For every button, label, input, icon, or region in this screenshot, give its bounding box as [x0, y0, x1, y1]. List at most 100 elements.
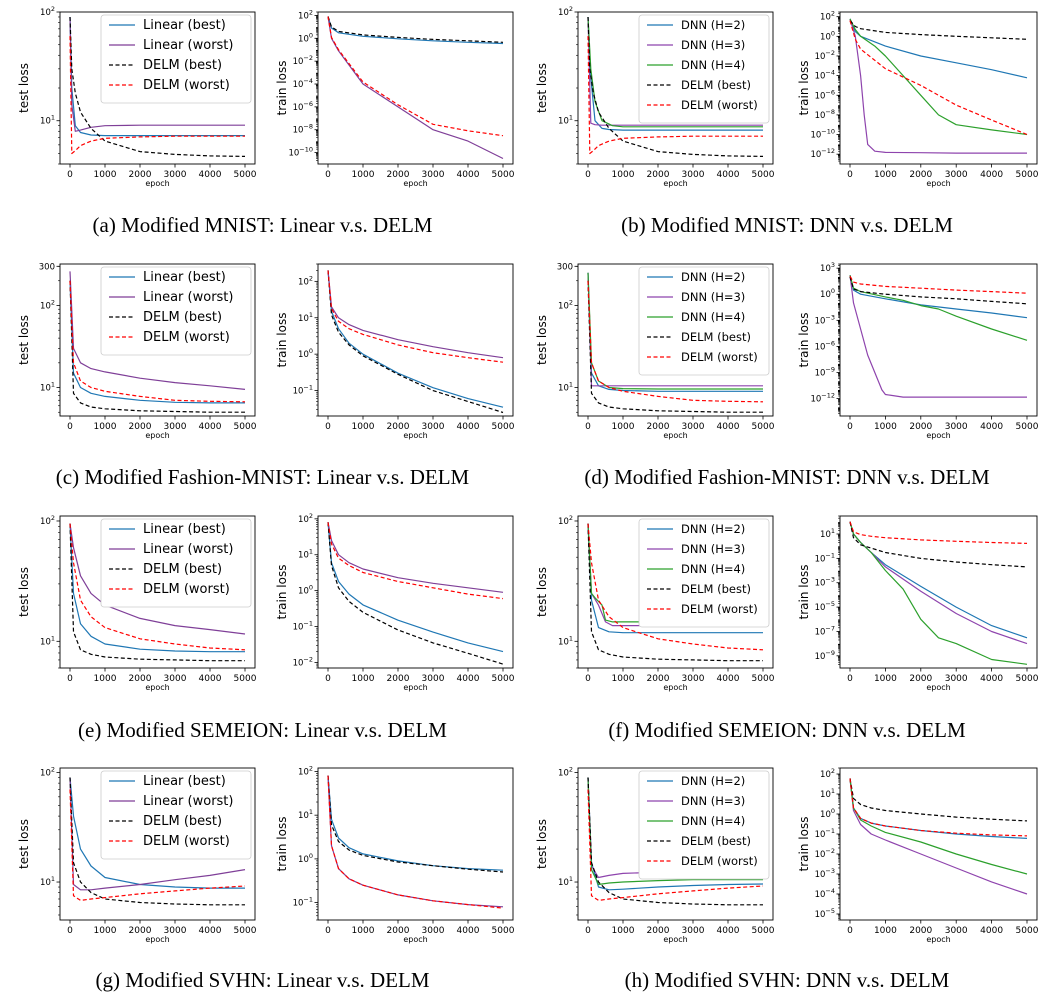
x-tick-label: 0 [585, 674, 591, 684]
legend: Linear (best) Linear (worst) DELM (best) DE… [100, 14, 252, 104]
series-line-linear-best [327, 16, 504, 45]
legend-label: DELM (worst) [681, 98, 758, 112]
series-line-delm-best [327, 16, 504, 43]
y-axis-label: test loss [17, 567, 31, 617]
y-tick-label: 300 [39, 262, 55, 272]
series-line-delm-best [587, 777, 763, 906]
caption-a: (a) Modified MNIST: Linear v.s. DELM [92, 213, 433, 237]
legend-box [100, 518, 252, 608]
x-tick-label: 3000 [682, 422, 705, 432]
legend-label: DELM (worst) [143, 330, 230, 345]
caption-g: (g) Modified SVHN: Linear v.s. DELM [95, 968, 430, 992]
legend-label: DELM (best) [681, 582, 751, 596]
series-line-delm-worst [587, 789, 764, 901]
series-line-delm-best [69, 280, 245, 413]
x-tick-label: 1000 [94, 674, 117, 684]
y-tick-label: 100 [298, 852, 313, 865]
series-line-delm-worst [69, 280, 246, 403]
x-tick-label: 4000 [980, 422, 1003, 432]
y-tick-label: 10−6 [293, 100, 313, 113]
legend-label: DNN (H=3) [681, 38, 745, 52]
series-line-linear-best [69, 523, 245, 653]
x-tick-label: 5000 [752, 926, 775, 936]
legend-box [100, 266, 252, 356]
x-axis-label: epoch [663, 431, 687, 440]
legend-label: DELM (worst) [681, 854, 758, 868]
y-tick-label: 100 [298, 347, 313, 360]
x-tick-label: 4000 [199, 926, 222, 936]
legend-label: Linear (best) [143, 270, 226, 285]
series-line-linear-best [327, 270, 504, 408]
legend-label: DELM (best) [681, 834, 751, 848]
y-axis-label: train loss [275, 313, 289, 368]
x-axis-label: epoch [663, 935, 687, 944]
legend-box [638, 266, 770, 376]
y-tick-label: 101 [558, 381, 573, 394]
chart-c-test: 300 102 101 0 1000 2000 3000 4000 5000 epoch test … [17, 262, 257, 440]
y-tick-label: 100 [820, 807, 835, 820]
series-line-dnn-h-2 [587, 523, 763, 634]
legend: DNN (H=2) DNN (H=3) DNN (H=4) DELM (best) DE… [638, 14, 770, 124]
x-tick-label: 4000 [717, 422, 740, 432]
y-tick-label: 101 [40, 875, 55, 888]
legend-label: Linear (best) [143, 774, 226, 789]
y-axis-label: test loss [535, 63, 549, 113]
series-line-linear-worst [327, 522, 504, 593]
x-axis-label: epoch [403, 179, 427, 188]
series-line-delm-worst [587, 523, 764, 651]
x-axis-label: epoch [403, 935, 427, 944]
series-line-delm-best [69, 16, 246, 157]
legend: Linear (best) Linear (worst) DELM (best) DE… [100, 266, 252, 356]
x-tick-label: 2000 [129, 422, 152, 432]
legend-box [100, 770, 252, 860]
series-group [587, 16, 764, 157]
x-tick-label: 5000 [234, 926, 257, 936]
y-tick-label: 10−3 [815, 313, 835, 326]
series-group [327, 775, 504, 909]
x-tick-label: 1000 [352, 170, 375, 180]
series-line-linear-worst [69, 777, 246, 891]
legend-label: DNN (H=4) [681, 562, 745, 576]
x-tick-label: 2000 [129, 926, 152, 936]
x-tick-label: 5000 [234, 674, 257, 684]
series-line-linear-worst [327, 270, 504, 359]
series-line-delm-worst [69, 523, 246, 651]
x-tick-label: 5000 [752, 170, 775, 180]
x-tick-label: 2000 [647, 926, 670, 936]
y-tick-label: 102 [820, 10, 835, 23]
x-tick-label: 0 [325, 422, 331, 432]
y-axis-label: test loss [17, 63, 31, 113]
y-tick-label: 10−8 [293, 123, 313, 136]
x-tick-label: 3000 [945, 674, 968, 684]
chart-a-test: 102 101 0 1000 2000 3000 4000 5000 epoch test los… [17, 5, 257, 188]
y-tick-label: 10−7 [815, 624, 835, 637]
x-tick-label: 5000 [492, 926, 515, 936]
y-tick-label: 102 [40, 766, 55, 779]
y-axis-label: test loss [535, 315, 549, 365]
series-line-delm-best [327, 775, 504, 873]
y-tick-label: 10−3 [815, 867, 835, 880]
series-group [849, 521, 1028, 665]
legend-label: DNN (H=4) [681, 58, 745, 72]
chart-g-test: 102 101 0 1000 2000 3000 4000 5000 epoch test los… [17, 766, 257, 944]
plot-frame [839, 11, 1038, 165]
x-tick-label: 4000 [717, 674, 740, 684]
x-tick-label: 5000 [492, 422, 515, 432]
series-group [69, 271, 246, 413]
x-tick-label: 4000 [980, 674, 1003, 684]
y-axis-label: train loss [275, 565, 289, 620]
x-tick-label: 3000 [682, 674, 705, 684]
x-tick-label: 1000 [94, 926, 117, 936]
x-tick-label: 0 [67, 926, 73, 936]
chart-f-test: 102 101 0 1000 2000 3000 4000 5000 epoch test los… [535, 514, 775, 692]
y-tick-label: 102 [40, 5, 55, 18]
y-tick-label: 10−6 [815, 88, 835, 101]
x-tick-label: 3000 [422, 926, 445, 936]
chart-b-train: 102 100 10−2 10−4 10−6 10−8 10−10 10−12 0 1000 200… [797, 10, 1039, 188]
y-axis-label: train loss [797, 61, 811, 116]
series-line-delm-worst [327, 270, 504, 363]
x-tick-label: 5000 [1016, 926, 1039, 936]
chart-e-test: 102 101 0 1000 2000 3000 4000 5000 epoch test los… [17, 514, 257, 692]
x-tick-label: 5000 [1016, 674, 1039, 684]
